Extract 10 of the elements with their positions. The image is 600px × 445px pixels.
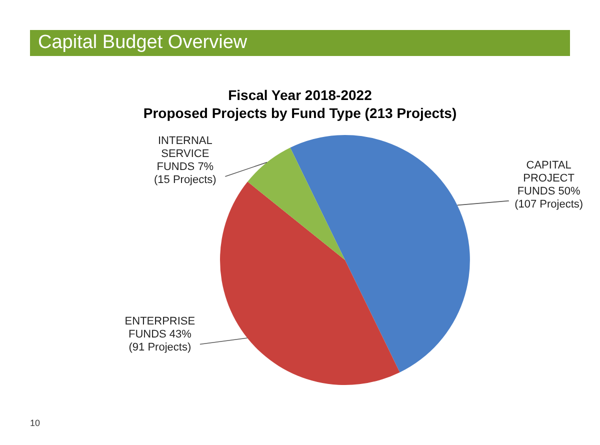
pie-slice [248,148,345,260]
text: Capital Budget Overview [30,30,570,56]
slice-label: ENTERPRISE FUNDS 43% (91 Projects) [124,316,196,354]
slice-label: CAPITAL PROJECT FUNDS 50% (107 Projects) [514,159,584,210]
chart-subtitle: Proposed Projects by Fund Type (213 Projects) [142,104,458,122]
slice-label: INTERNAL SERVICE FUNDS 7% (15 Projects) [154,134,216,186]
text: 10 [30,418,40,428]
chart-title: Fiscal Year 2018-2022 [227,86,373,104]
pie-slice [220,182,400,385]
pie-slice [290,135,470,372]
